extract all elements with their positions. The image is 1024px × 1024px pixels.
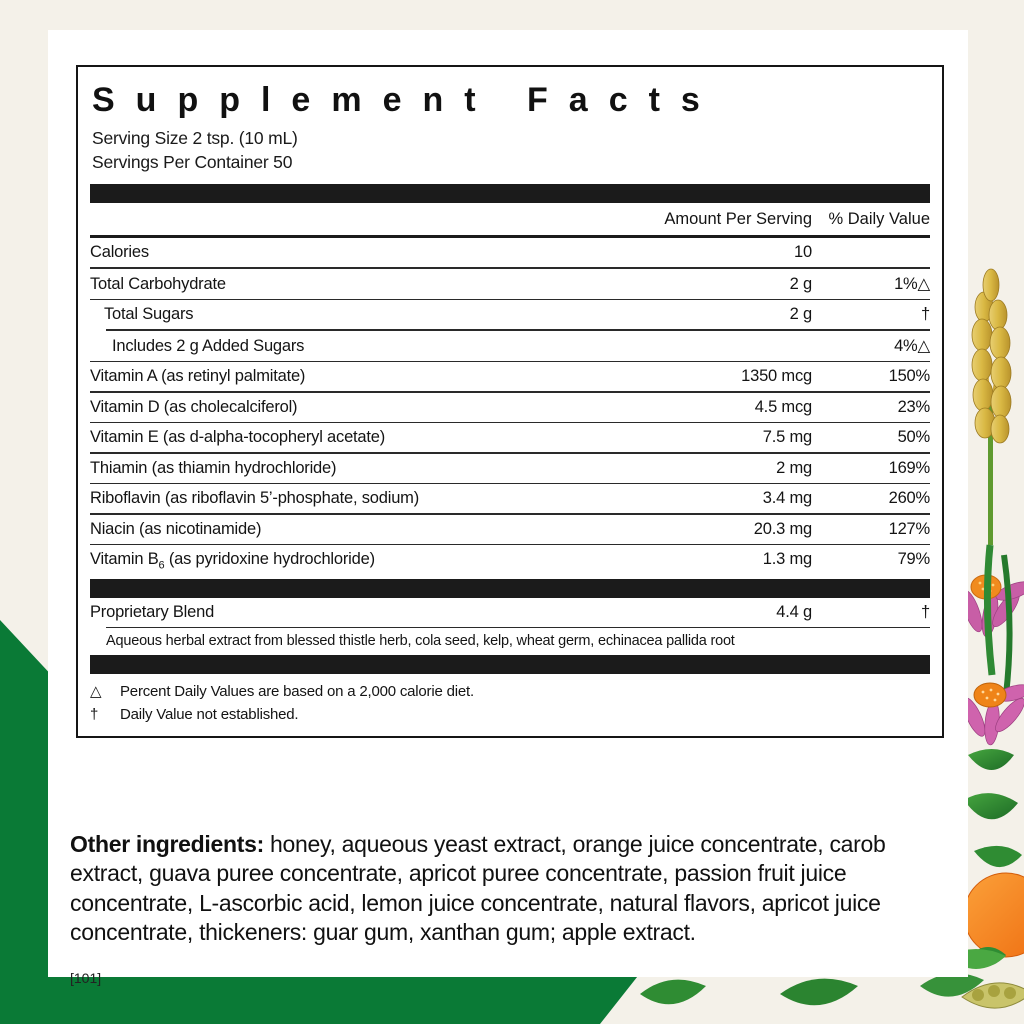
table-row: Vitamin A (as retinyl palmitate) 1350 mc… (78, 362, 942, 391)
nutrient-dv: 150% (888, 367, 931, 386)
row-rule (90, 543, 930, 546)
nutrient-name: Total Carbohydrate (90, 274, 226, 293)
nutrient-dv: 50% (897, 428, 931, 447)
row-rule (106, 626, 930, 629)
serving-size: Serving Size 2 tsp. (10 mL) (92, 128, 298, 148)
row-rule (90, 513, 930, 515)
nutrient-dv: 79% (897, 550, 931, 569)
nutrient-name: Riboflavin (as riboflavin 5’-phosphate, … (90, 489, 420, 508)
blend-separator-bar (90, 578, 930, 598)
footnotes: △ Percent Daily Values are based on a 2,… (78, 674, 942, 736)
table-row: Riboflavin (as riboflavin 5’-phosphate, … (78, 484, 942, 513)
table-row: Vitamin E (as d-alpha-tocopheryl acetate… (78, 423, 942, 452)
column-header-amount: Amount Per Serving (664, 210, 812, 229)
dagger-icon: † (90, 705, 99, 723)
blend-description: Aqueous herbal extract from blessed this… (106, 633, 735, 650)
other-ingredients-text: honey, aqueous yeast extract, orange jui… (70, 831, 886, 946)
nutrient-amount: 3.4 mg (762, 489, 812, 508)
supplement-facts-title: Supplement Facts (92, 81, 721, 119)
nutrient-dv: 4%△ (894, 336, 930, 355)
supplement-facts-box: Supplement Facts Serving Size 2 tsp. (10… (76, 65, 944, 739)
wheat-echinacea-orange-illustration (961, 268, 1024, 1009)
nutrient-amount: 1350 mcg (741, 367, 812, 386)
nutrient-amount: 2 g (789, 305, 813, 324)
label-code: [101] (70, 970, 102, 986)
nutrient-dv: 1%△ (894, 274, 930, 293)
nutrient-amount: 10 (794, 243, 812, 262)
table-row: Vitamin D (as cholecalciferol) 4.5 mcg 2… (78, 393, 942, 422)
nutrient-name: Vitamin E (as d-alpha-tocopheryl acetate… (90, 428, 386, 447)
nutrient-name: Thiamin (as thiamin hydrochloride) (90, 458, 337, 477)
column-header-rule (90, 235, 930, 239)
row-rule (90, 452, 930, 454)
row-rule (90, 391, 930, 393)
nutrient-amount: 7.5 mg (762, 428, 812, 447)
column-header-daily-value: % Daily Value (828, 210, 931, 229)
row-rule (90, 360, 930, 363)
footnote-text: Daily Value not established. (120, 705, 299, 723)
table-row: Vitamin B6 (as pyridoxine hydrochloride)… (78, 545, 942, 576)
footnote-item: △ Percent Daily Values are based on a 2,… (90, 681, 930, 704)
nutrient-name: Vitamin D (as cholecalciferol) (90, 397, 298, 416)
row-rule (90, 482, 930, 485)
table-row: Calories 10 (78, 238, 942, 267)
label-panel: Supplement Facts Serving Size 2 tsp. (10… (48, 30, 968, 986)
nutrient-name: Vitamin B6 (as pyridoxine hydrochloride) (90, 550, 602, 571)
nutrient-name-subscript: 6 (158, 559, 165, 572)
header-separator-bar (90, 184, 930, 204)
column-headers: Amount Per Serving % Daily Value (78, 203, 942, 235)
nutrient-amount: 1.3 mg (762, 550, 812, 569)
table-row: Includes 2 g Added Sugars 4%△ (78, 331, 942, 361)
nutrient-name-suffix: (as pyridoxine hydrochloride) (164, 550, 375, 569)
nutrient-dv: 23% (897, 397, 931, 416)
footnote-text: Percent Daily Values are based on a 2,00… (120, 683, 474, 701)
triangle-icon: △ (90, 683, 102, 701)
table-row: Thiamin (as thiamin hydrochloride) 2 mg … (78, 454, 942, 483)
nutrient-name: Calories (90, 243, 149, 262)
table-row: Niacin (as nicotinamide) 20.3 mg 127% (78, 515, 942, 544)
nutrient-name: Niacin (as nicotinamide) (90, 519, 262, 538)
nutrient-name: Total Sugars (104, 305, 194, 324)
nutrient-dv: 127% (888, 519, 931, 538)
servings-per-container: Servings Per Container 50 (92, 151, 293, 172)
blend-dv: † (921, 602, 930, 621)
table-row: Total Carbohydrate 2 g 1%△ (78, 269, 942, 299)
row-rule (106, 329, 930, 331)
nutrient-name: Includes 2 g Added Sugars (112, 336, 305, 355)
nutrient-dv: 169% (888, 458, 931, 477)
row-rule (90, 298, 930, 301)
nutrient-amount: 4.5 mcg (754, 397, 812, 416)
nutrient-dv: † (921, 305, 930, 324)
nutrient-name: Vitamin A (as retinyl palmitate) (90, 367, 306, 386)
nutrient-amount: 2 mg (776, 458, 812, 477)
row-rule (90, 421, 930, 424)
nutrient-amount: 2 g (789, 274, 813, 293)
row-rule (90, 267, 930, 269)
serving-info: Serving Size 2 tsp. (10 mL) Servings Per… (78, 127, 942, 182)
table-row: Total Sugars 2 g † (78, 300, 942, 329)
footnote-separator-bar (90, 655, 930, 675)
other-ingredients-label: Other ingredients: (70, 831, 264, 857)
proprietary-blend-row: Proprietary Blend 4.4 g † (78, 598, 942, 627)
nutrient-amount: 20.3 mg (753, 519, 812, 538)
nutrient-dv: 260% (888, 489, 931, 508)
other-ingredients: Other ingredients: honey, aqueous yeast … (70, 830, 950, 948)
footnote-item: † Daily Value not established. (90, 704, 930, 727)
nutrient-name-prefix: Vitamin B (90, 550, 159, 569)
blend-name: Proprietary Blend (90, 602, 215, 621)
blend-amount: 4.4 g (776, 602, 812, 621)
